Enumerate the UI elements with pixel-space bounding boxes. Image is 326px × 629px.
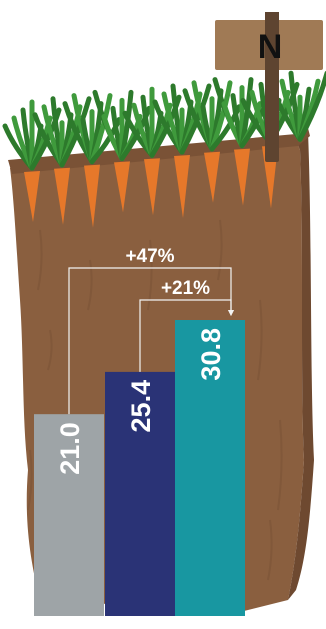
bar-value-label-1: 21.0 (55, 422, 85, 475)
soil-streak (267, 519, 273, 581)
sign-letter: N (258, 28, 283, 66)
comparison-brackets: +47% +21% (68, 246, 234, 415)
bar-plot: 21.0 25.4 30.8 (34, 320, 245, 616)
bracket-total-label: +47% (125, 246, 174, 267)
soil-streak (277, 419, 283, 511)
carrot (84, 164, 100, 228)
carrot (204, 151, 220, 203)
bracket-step-arrow (228, 310, 234, 316)
sign-post-overlay (265, 12, 279, 72)
bracket-step-label: +21% (161, 278, 210, 299)
carrot-greens (2, 70, 326, 171)
bar-2 (105, 371, 175, 616)
bracket-step-line (139, 299, 232, 372)
soil-streak (37, 229, 43, 291)
bar-value-label-2: 25.4 (126, 380, 156, 433)
soil-streak (47, 329, 53, 371)
carrot (234, 148, 250, 206)
soil-streak (147, 239, 153, 311)
carrot (144, 158, 160, 216)
soil-top-surface (8, 128, 310, 174)
carrot-leaf (297, 70, 326, 142)
bar-1 (34, 414, 104, 616)
carrot (54, 167, 70, 225)
carrot (174, 155, 190, 218)
bracket-total-line (68, 267, 232, 415)
carrot (24, 171, 40, 222)
soil-streak (27, 449, 33, 511)
carrot (114, 161, 130, 213)
soil-streak (87, 259, 93, 311)
sign: N (215, 12, 323, 162)
bar-3 (175, 320, 245, 616)
soil-right-face (288, 132, 314, 600)
bar-value-label-3: 30.8 (196, 328, 226, 381)
soil-streak (257, 299, 263, 381)
soil-streak (217, 219, 223, 281)
